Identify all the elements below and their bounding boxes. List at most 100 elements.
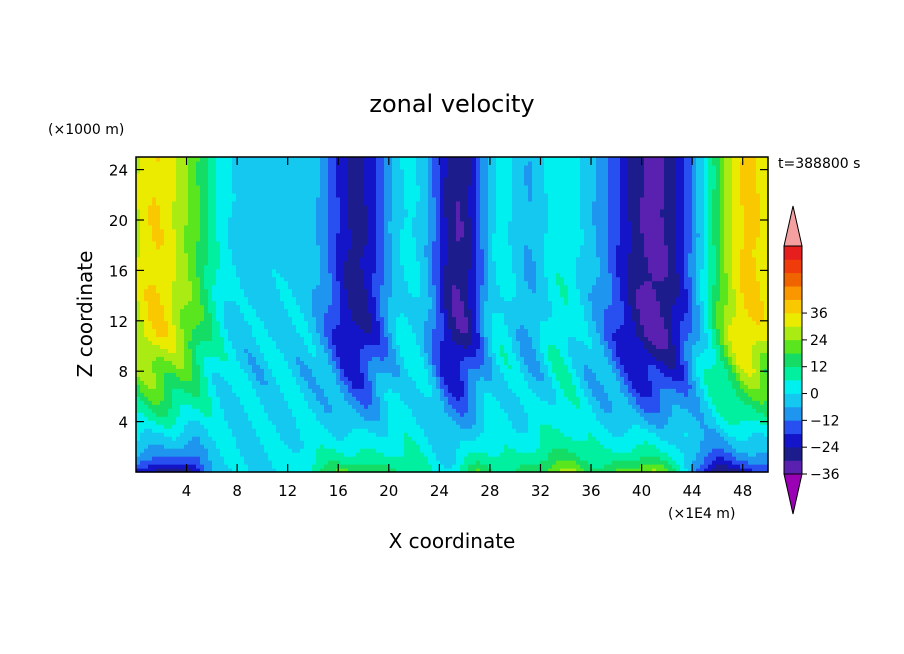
contour-cell xyxy=(236,204,241,210)
contour-cell xyxy=(220,256,225,262)
contour-cell xyxy=(140,380,145,385)
contour-cell xyxy=(348,256,353,262)
contour-cell xyxy=(168,380,173,385)
contour-cell xyxy=(240,316,245,322)
contour-cell xyxy=(188,264,193,270)
contour-cell xyxy=(324,164,329,170)
contour-cell xyxy=(136,408,141,413)
contour-cell xyxy=(152,300,157,306)
contour-cell xyxy=(168,464,173,469)
contour-cell xyxy=(168,360,173,365)
contour-cell xyxy=(216,308,221,314)
contour-cell xyxy=(328,272,333,278)
contour-cell xyxy=(212,388,217,393)
contour-cell xyxy=(280,216,285,222)
contour-cell xyxy=(336,332,341,338)
contour-cell xyxy=(188,464,193,469)
contour-cell xyxy=(300,308,305,314)
contour-cell xyxy=(320,296,325,302)
contour-cell xyxy=(228,172,233,178)
contour-cell xyxy=(232,232,237,238)
contour-cell xyxy=(176,364,181,369)
contour-cell xyxy=(184,296,189,302)
contour-cell xyxy=(236,444,241,449)
contour-cell xyxy=(216,276,221,282)
contour-cell xyxy=(188,244,193,250)
contour-cell xyxy=(248,176,253,182)
contour-cell xyxy=(256,300,261,306)
contour-cell xyxy=(192,192,197,198)
contour-cell xyxy=(164,248,169,254)
contour-cell xyxy=(256,256,261,262)
contour-cell xyxy=(316,412,321,417)
contour-cell xyxy=(280,368,285,373)
contour-cell xyxy=(240,440,245,445)
contour-cell xyxy=(188,300,193,306)
contour-cell xyxy=(308,364,313,369)
contour-cell xyxy=(236,312,241,318)
contour-cell xyxy=(252,368,257,373)
contour-cell xyxy=(244,360,249,365)
contour-cell xyxy=(156,192,161,198)
contour-cell xyxy=(356,248,361,254)
contour-cell xyxy=(156,344,161,349)
contour-cell xyxy=(256,280,261,286)
contour-cell xyxy=(336,196,341,202)
contour-cell xyxy=(376,444,381,449)
contour-cell xyxy=(244,172,249,178)
contour-cell xyxy=(216,280,221,286)
contour-cell xyxy=(256,212,261,218)
contour-cell xyxy=(336,436,341,441)
contour-cell xyxy=(164,212,169,218)
contour-cell xyxy=(264,300,269,306)
contour-cell xyxy=(180,157,185,162)
contour-cell xyxy=(260,280,265,286)
contour-cell xyxy=(300,360,305,365)
contour-cell xyxy=(376,304,381,310)
contour-cell xyxy=(316,332,321,338)
contour-cell xyxy=(368,164,373,170)
contour-cell xyxy=(160,408,165,413)
contour-cell xyxy=(360,356,365,361)
contour-cell xyxy=(248,336,253,342)
contour-cell xyxy=(256,436,261,441)
contour-cell xyxy=(336,460,341,465)
contour-cell xyxy=(368,232,373,238)
contour-cell xyxy=(172,228,177,234)
contour-cell xyxy=(148,172,153,178)
contour-cell xyxy=(244,316,249,322)
contour-cell xyxy=(208,232,213,238)
contour-cell xyxy=(232,248,237,254)
contour-cell xyxy=(252,248,257,254)
contour-cell xyxy=(304,236,309,242)
contour-cell xyxy=(220,376,225,381)
contour-cell xyxy=(264,268,269,274)
contour-cell xyxy=(324,388,329,393)
contour-cell xyxy=(156,212,161,218)
contour-cell xyxy=(292,192,297,198)
contour-cell xyxy=(172,432,177,437)
contour-cell xyxy=(260,316,265,322)
contour-cell xyxy=(140,172,145,178)
contour-cell xyxy=(144,344,149,349)
contour-cell xyxy=(328,212,333,218)
contour-cell xyxy=(352,304,357,310)
contour-cell xyxy=(344,264,349,270)
contour-cell xyxy=(184,456,189,461)
contour-cell xyxy=(192,196,197,202)
contour-cell xyxy=(268,384,273,389)
contour-cell xyxy=(156,376,161,381)
contour-cell xyxy=(264,228,269,234)
contour-cell xyxy=(216,352,221,357)
contour-cell xyxy=(316,308,321,314)
contour-cell xyxy=(352,348,357,353)
contour-cell xyxy=(200,204,205,210)
contour-cell xyxy=(256,292,261,298)
contour-cell xyxy=(288,348,293,353)
contour-cell xyxy=(380,368,385,373)
contour-cell xyxy=(308,320,313,326)
contour-cell xyxy=(148,416,153,421)
contour-cell xyxy=(268,440,273,445)
contour-cell xyxy=(252,340,257,346)
contour-cell xyxy=(260,176,265,182)
